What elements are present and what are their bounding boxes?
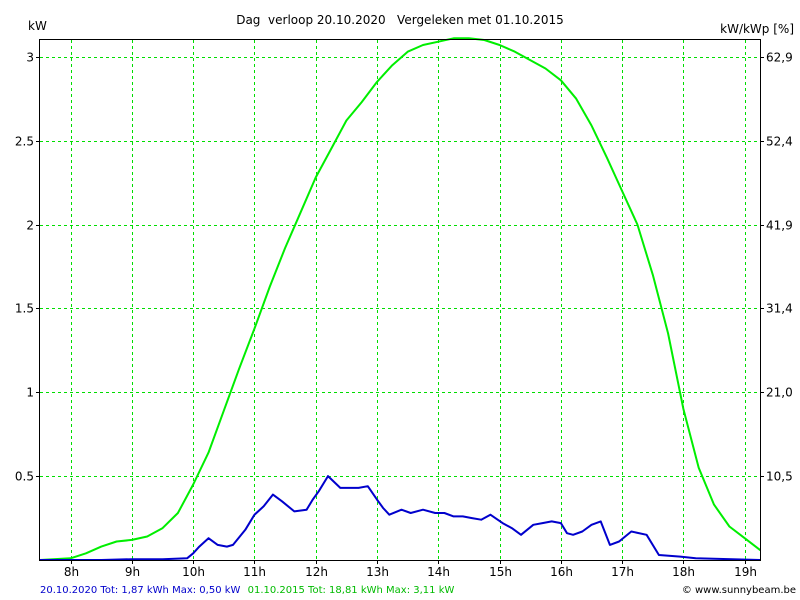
x-tick-label: 8h bbox=[64, 565, 79, 579]
grid-lines bbox=[40, 40, 760, 560]
x-tick-label: 11h bbox=[243, 565, 266, 579]
y-axis-right-ticks: 10,5 21,0 31,4 41,9 52,4 62,9 bbox=[760, 51, 793, 484]
y-tick-label: 1.5 bbox=[15, 302, 34, 316]
y-tick-label: 0.5 bbox=[15, 470, 34, 484]
x-tick-label: 10h bbox=[182, 565, 205, 579]
x-tick-label: 14h bbox=[427, 565, 450, 579]
footer-legend-compare: 01.10.2015 Tot: 18,81 kWh Max: 3,11 kW bbox=[248, 585, 455, 596]
y-tick-label: 2.5 bbox=[15, 135, 34, 149]
x-tick-label: 16h bbox=[550, 565, 573, 579]
x-tick-label: 19h bbox=[734, 565, 757, 579]
x-tick-label: 17h bbox=[611, 565, 634, 579]
y-right-tick-label: 52,4 bbox=[766, 135, 793, 149]
y-right-tick-label: 41,9 bbox=[766, 219, 793, 233]
x-tick-label: 15h bbox=[489, 565, 512, 579]
y-tick-label: 3 bbox=[26, 51, 34, 65]
x-tick-label: 12h bbox=[305, 565, 328, 579]
footer-credit: © www.sunnybeam.be bbox=[682, 585, 796, 596]
y-right-tick-label: 62,9 bbox=[766, 51, 793, 65]
x-tick-label: 18h bbox=[672, 565, 695, 579]
x-axis-ticks: 8h 9h 10h 11h 12h 13h 14h 15h 16h 17h 18h 19h bbox=[64, 560, 757, 579]
x-tick-label: 9h bbox=[125, 565, 140, 579]
series-line-20.10.2020 bbox=[39, 475, 761, 561]
footer-legend-current: 20.10.2020 Tot: 1,87 kWh Max: 0,50 kW bbox=[40, 585, 241, 596]
y-axis-left-ticks: 0.5 1 1.5 2 2.5 3 bbox=[15, 51, 40, 484]
y-right-tick-label: 31,4 bbox=[766, 302, 793, 316]
y-right-tick-label: 21,0 bbox=[766, 386, 793, 400]
y-right-tick-label: 10,5 bbox=[766, 470, 793, 484]
x-tick-label: 13h bbox=[366, 565, 389, 579]
chart-title: Dag verloop 20.10.2020 Vergeleken met 01… bbox=[236, 13, 564, 27]
y-tick-label: 2 bbox=[26, 219, 34, 233]
series-lines bbox=[39, 37, 761, 561]
plot-frame bbox=[39, 39, 761, 561]
y-axis-right-unit: kW/kWp [%] bbox=[720, 22, 794, 36]
series-line-01.10.2015 bbox=[39, 37, 761, 561]
footer-legend: 20.10.2020 Tot: 1,87 kWh Max: 0,50 kW 01… bbox=[40, 585, 454, 596]
y-tick-label: 1 bbox=[26, 386, 34, 400]
y-axis-left-unit: kW bbox=[28, 19, 47, 33]
